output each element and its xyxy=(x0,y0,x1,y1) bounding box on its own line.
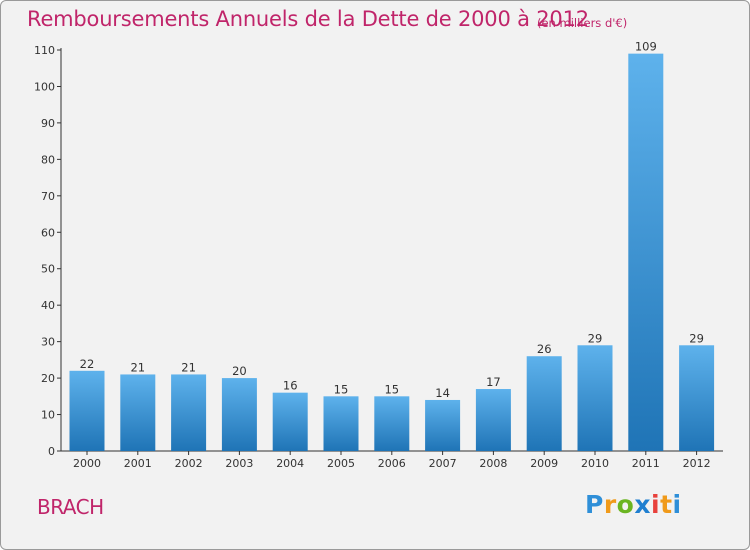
logo-letter: o xyxy=(616,490,635,519)
x-tick-label: 2003 xyxy=(225,457,253,470)
x-tick-label: 2007 xyxy=(429,457,457,470)
data-label: 26 xyxy=(537,342,552,356)
bar xyxy=(221,378,257,451)
chart-subtitle: (en milliers d'€) xyxy=(537,16,628,30)
x-tick-label: 2010 xyxy=(581,457,609,470)
data-label: 21 xyxy=(181,360,196,374)
bar xyxy=(120,374,156,451)
bar xyxy=(628,53,664,452)
bar xyxy=(374,396,410,451)
y-tick-label: 20 xyxy=(41,372,55,385)
x-tick-label: 2005 xyxy=(327,457,355,470)
data-label: 14 xyxy=(435,386,450,400)
data-label: 20 xyxy=(232,364,247,378)
commune-name: BRACH xyxy=(37,495,104,519)
bar xyxy=(577,345,613,451)
bar xyxy=(425,399,461,451)
y-tick-label: 110 xyxy=(34,44,55,57)
logo-letter: r xyxy=(603,490,617,519)
bar xyxy=(323,396,359,451)
y-tick-label: 40 xyxy=(41,299,55,312)
proxiti-logo: Proxiti xyxy=(585,490,682,519)
data-label: 17 xyxy=(486,375,501,389)
bar xyxy=(171,374,207,451)
chart-title: Remboursements Annuels de la Dette de 20… xyxy=(27,7,589,31)
y-tick-label: 90 xyxy=(41,117,55,130)
logo-letter: x xyxy=(634,490,651,519)
y-tick-label: 10 xyxy=(41,409,55,422)
x-tick-label: 2009 xyxy=(530,457,558,470)
bar xyxy=(475,389,511,451)
logo-letter: i xyxy=(651,490,661,519)
x-tick-label: 2000 xyxy=(73,457,101,470)
y-tick-label: 100 xyxy=(34,80,55,93)
x-tick-label: 2001 xyxy=(124,457,152,470)
x-tick-label: 2011 xyxy=(632,457,660,470)
data-label: 29 xyxy=(588,331,603,345)
x-tick-label: 2012 xyxy=(683,457,711,470)
y-tick-label: 80 xyxy=(41,153,55,166)
y-tick-label: 0 xyxy=(48,445,55,458)
bar xyxy=(526,356,562,451)
y-tick-label: 60 xyxy=(41,226,55,239)
logo-letter: P xyxy=(585,490,604,519)
bar xyxy=(69,370,105,451)
x-tick-label: 2008 xyxy=(479,457,507,470)
data-label: 29 xyxy=(689,331,704,345)
data-label: 15 xyxy=(384,382,399,396)
bar xyxy=(272,392,308,451)
data-label: 15 xyxy=(334,382,349,396)
logo-letter: t xyxy=(660,490,673,519)
y-tick-label: 50 xyxy=(41,263,55,276)
x-tick-label: 2002 xyxy=(175,457,203,470)
y-tick-label: 30 xyxy=(41,336,55,349)
x-tick-label: 2006 xyxy=(378,457,406,470)
x-tick-label: 2004 xyxy=(276,457,304,470)
logo-letter: i xyxy=(672,490,682,519)
y-tick-label: 70 xyxy=(41,190,55,203)
data-label: 16 xyxy=(283,379,298,393)
data-label: 22 xyxy=(80,357,95,371)
data-label: 21 xyxy=(130,360,145,374)
bar xyxy=(679,345,715,451)
data-label: 109 xyxy=(635,40,657,54)
